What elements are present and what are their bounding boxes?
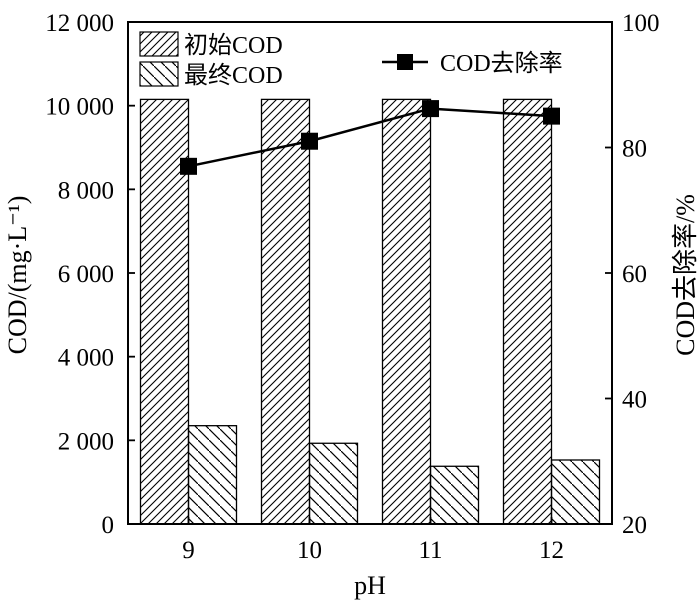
y-right-tick-label: 80 [622,136,647,163]
x-tick-label-12: 12 [539,537,564,564]
x-tick-label-11: 11 [418,537,442,564]
y-right-tick-label: 40 [622,387,647,414]
y-left-tick-label: 0 [102,512,115,539]
removal-rate-line [188,107,552,168]
removal-rate-point-12 [543,107,560,125]
bar-initial-cod-12 [502,98,553,525]
legend-label-final-cod: 最终COD [184,62,283,89]
y-right-tick-label: 60 [622,261,647,288]
y-left-tick-label: 4 000 [58,345,114,372]
y-left-tick-label: 2 000 [58,428,114,455]
bar-final-cod-9 [187,425,238,525]
x-tick-label-9: 9 [182,537,195,564]
legend-marker-square [397,54,413,70]
removal-rate-point-11 [422,100,439,118]
y-axis-title-left: COD/(mg·L⁻¹) [3,196,32,355]
y-right-tick-label: 100 [622,10,660,37]
legend-swatch-initial-cod [139,31,179,57]
legend-bars: 初始COD 最终COD [139,31,283,89]
y-axis-title-right: COD去除率/% [671,194,700,356]
legend-label-removal-rate: COD去除率 [440,50,563,77]
legend-swatch-final-cod [139,61,179,87]
y-left-tick-label: 8 000 [58,177,114,204]
bar-final-cod-10 [308,442,359,525]
y-left-tick-label: 12 000 [45,10,114,37]
legend-label-initial-cod: 初始COD [184,32,283,59]
removal-rate-point-9 [180,157,197,175]
bar-initial-cod-10 [260,98,311,525]
y-left-tick-label: 6 000 [58,261,114,288]
x-tick-label-10: 10 [297,537,322,564]
legend-line: COD去除率 [382,50,563,77]
x-axis-title: pH [354,571,386,600]
bar-final-cod-12 [550,459,601,525]
removal-rate-point-10 [301,132,318,150]
y-left-tick-label: 10 000 [45,94,114,121]
bar-initial-cod-11 [381,98,432,525]
y-right-tick-label: 20 [622,512,647,539]
bar-final-cod-11 [429,465,480,525]
